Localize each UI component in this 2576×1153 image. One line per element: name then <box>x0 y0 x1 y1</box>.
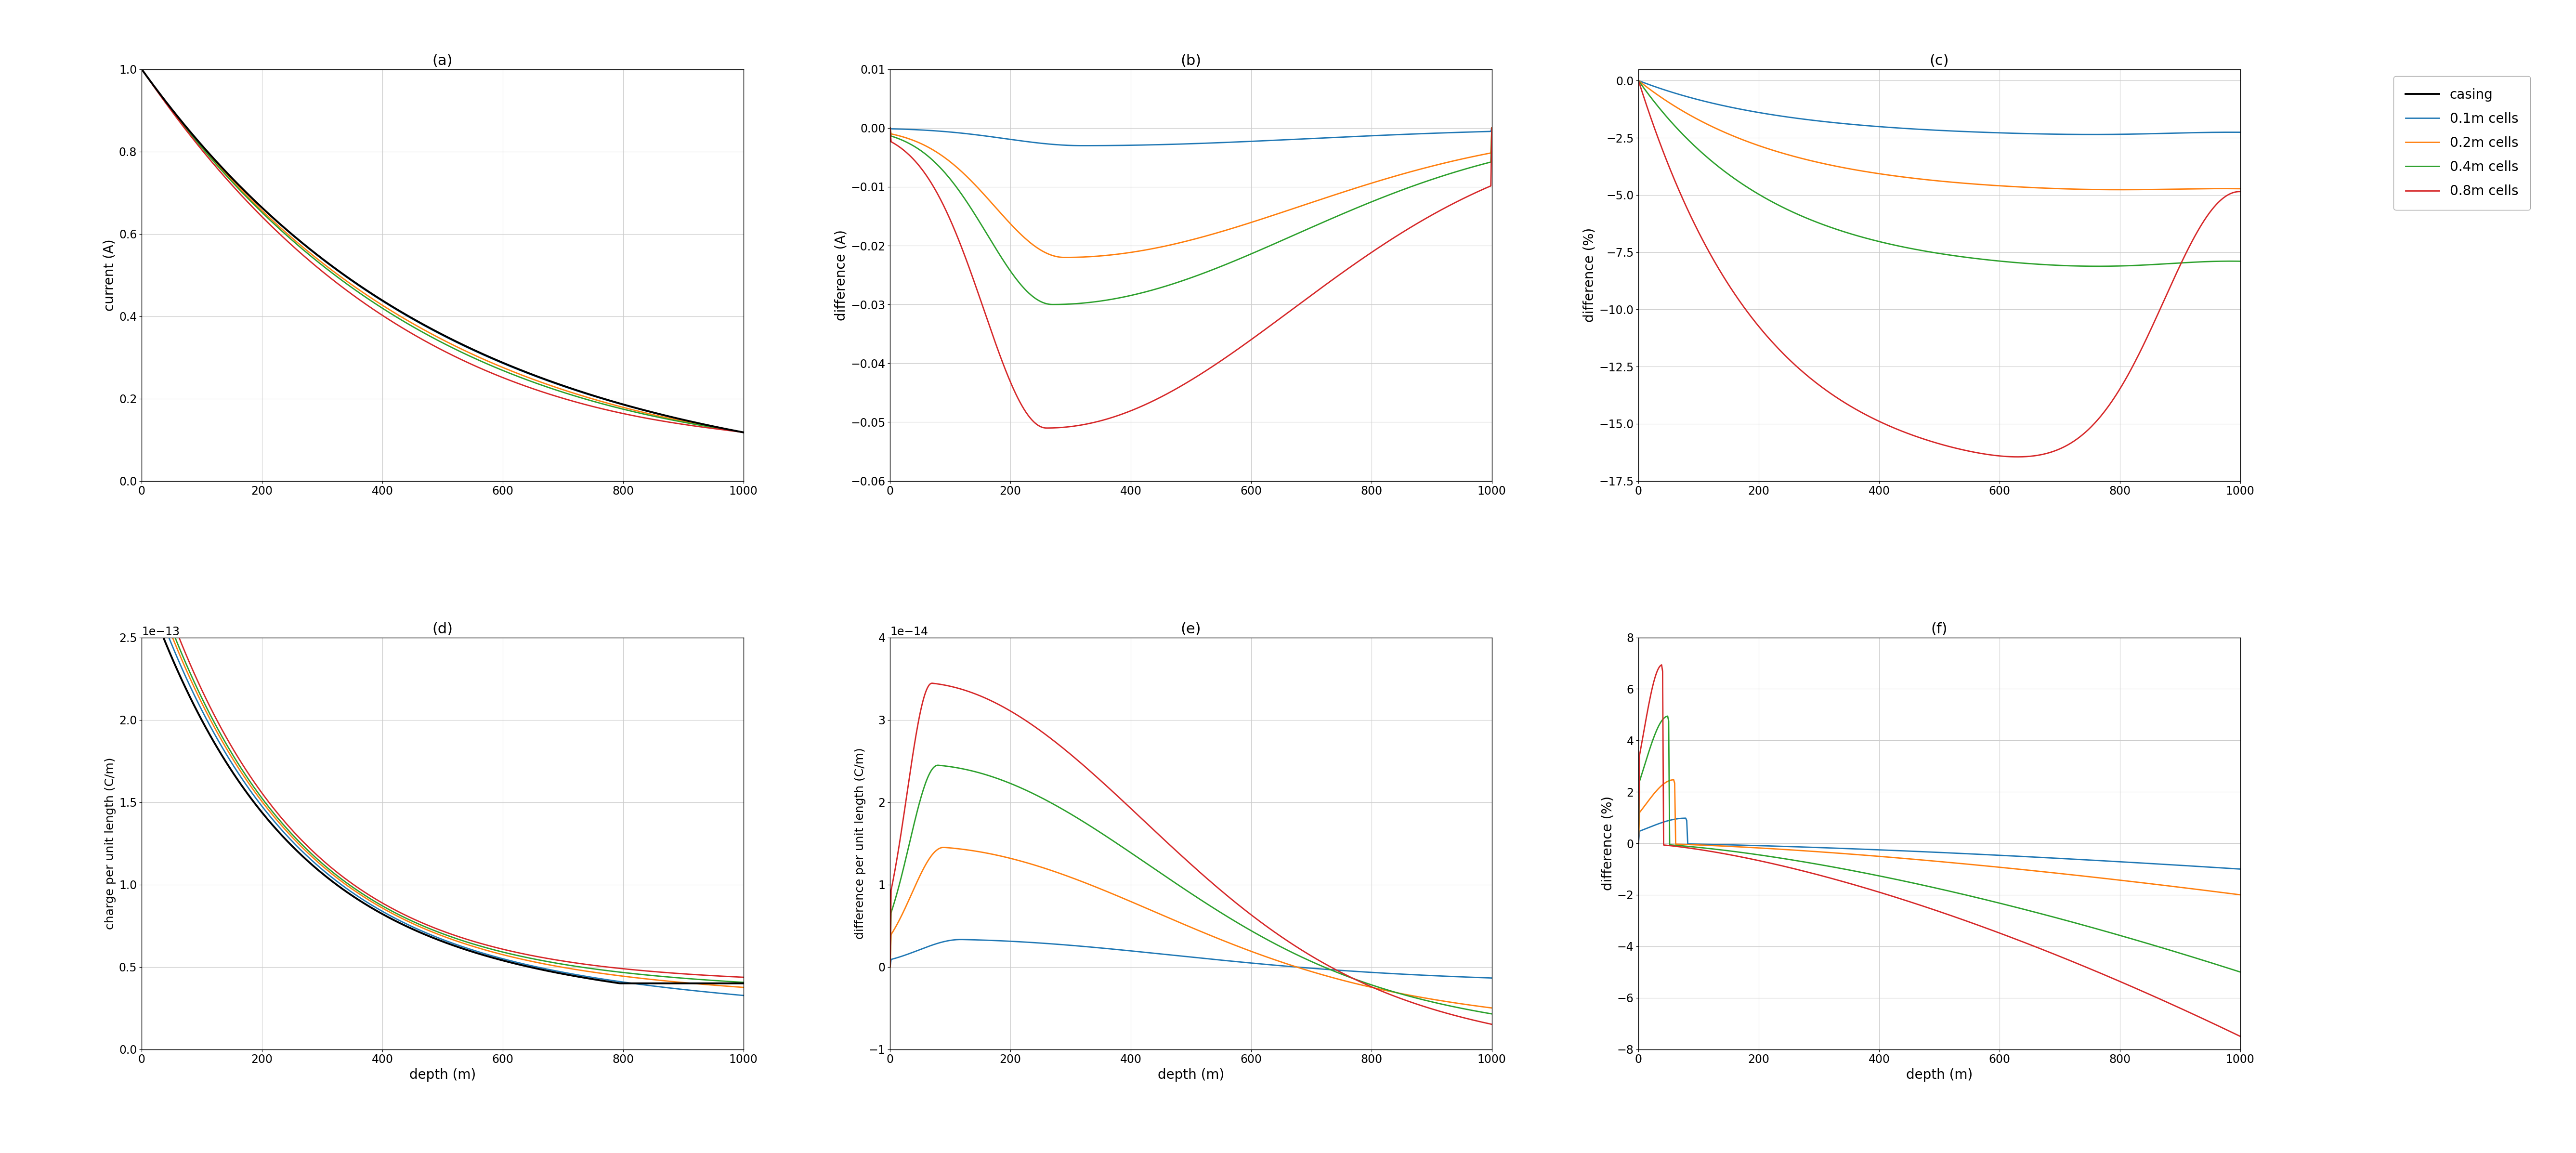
Y-axis label: difference per unit length (C/m): difference per unit length (C/m) <box>855 747 866 940</box>
Y-axis label: difference (%): difference (%) <box>1582 228 1597 323</box>
Title: (a): (a) <box>433 54 453 68</box>
X-axis label: depth (m): depth (m) <box>1906 1068 1973 1082</box>
X-axis label: depth (m): depth (m) <box>1157 1068 1224 1082</box>
Legend: casing, 0.1m cells, 0.2m cells, 0.4m cells, 0.8m cells: casing, 0.1m cells, 0.2m cells, 0.4m cel… <box>2393 76 2530 210</box>
Title: (c): (c) <box>1929 54 1950 68</box>
Y-axis label: difference (%): difference (%) <box>1600 796 1615 890</box>
Title: (b): (b) <box>1180 54 1200 68</box>
Y-axis label: difference (A): difference (A) <box>835 229 848 321</box>
Y-axis label: charge per unit length (C/m): charge per unit length (C/m) <box>106 758 116 929</box>
Y-axis label: current (A): current (A) <box>103 239 116 311</box>
Title: (e): (e) <box>1180 623 1200 636</box>
X-axis label: depth (m): depth (m) <box>410 1068 477 1082</box>
Title: (d): (d) <box>433 623 453 636</box>
Title: (f): (f) <box>1932 623 1947 636</box>
